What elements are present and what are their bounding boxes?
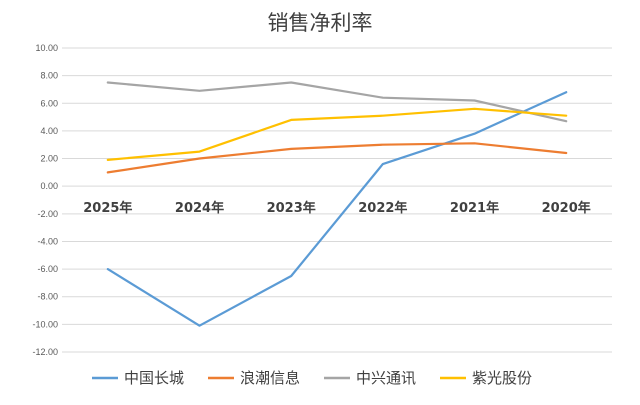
legend-label: 中国长城 — [124, 369, 184, 387]
series-line-1 — [106, 91, 568, 327]
series-line-4 — [106, 107, 568, 161]
y-tick-label: -12.00 — [32, 347, 58, 357]
y-tick-label: -2.00 — [37, 209, 58, 219]
y-tick-label: 10.00 — [35, 43, 58, 53]
x-tick-label: 2022年 — [358, 200, 407, 216]
y-tick-label: -8.00 — [37, 292, 58, 302]
y-tick-label: -6.00 — [37, 264, 58, 274]
series-lines — [106, 81, 568, 327]
x-tick-label: 2023年 — [267, 200, 316, 216]
y-tick-label: 2.00 — [40, 154, 58, 164]
chart-title: 销售净利率 — [268, 11, 373, 35]
gridlines — [62, 47, 612, 353]
y-tick-label: 8.00 — [40, 71, 58, 81]
x-tick-label: 2025年 — [83, 200, 132, 216]
legend-label: 浪潮信息 — [240, 369, 300, 387]
y-tick-label: -4.00 — [37, 236, 58, 246]
x-tick-label: 2020年 — [542, 200, 591, 216]
y-tick-label: 0.00 — [40, 181, 58, 191]
legend-label: 紫光股份 — [472, 369, 532, 387]
y-tick-label: -10.00 — [32, 319, 58, 329]
y-axis-ticks: 10.00 8.00 6.00 4.00 2.00 0.00 -2.00 -4.00 -6.00… — [32, 43, 58, 357]
x-tick-label: 2021年 — [450, 200, 499, 216]
legend-label: 中兴通讯 — [356, 369, 416, 387]
legend: 中国长城 浪潮信息 中兴通讯 紫光股份 — [92, 369, 532, 387]
series-line-2 — [106, 142, 568, 174]
y-tick-label: 6.00 — [40, 98, 58, 108]
series-line-3 — [106, 81, 568, 123]
y-tick-label: 4.00 — [40, 126, 58, 136]
x-axis-ticks: 2025年 2024年 2023年 2022年 2021年 2020年 — [83, 200, 591, 216]
x-tick-label: 2024年 — [175, 200, 224, 216]
